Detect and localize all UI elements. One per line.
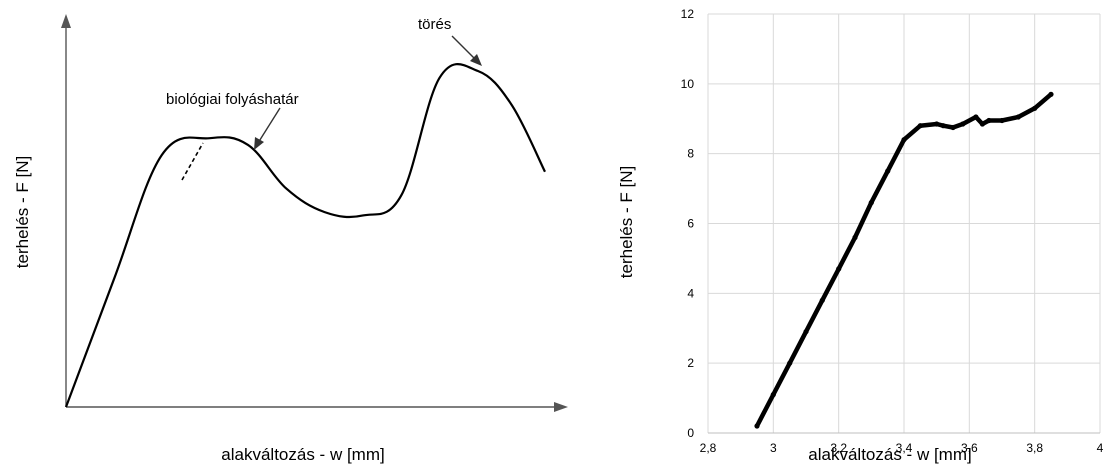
right-data-point xyxy=(803,329,809,335)
right-x-tick-label: 3,2 xyxy=(830,441,847,455)
right-chart: 2,8 3 3,2 3,4 3,6 3,8 4 0 2 4 6 8 10 12 alakváltozás … xyxy=(617,7,1104,464)
annotation-arrow-yield xyxy=(254,107,281,150)
right-data-point xyxy=(973,114,979,120)
right-data-point xyxy=(999,117,1005,124)
right-x-tick-label: 3,6 xyxy=(961,441,978,455)
right-x-tick-label: 3 xyxy=(770,441,777,455)
right-data-point xyxy=(1015,114,1021,120)
tangent-line xyxy=(181,142,204,181)
right-data-point xyxy=(819,297,825,303)
right-y-tick-label: 0 xyxy=(687,426,694,440)
right-data-point xyxy=(1048,91,1054,97)
left-x-axis-title: alakváltozás - w [mm] xyxy=(221,445,384,464)
right-data-point xyxy=(885,168,891,174)
right-data-point xyxy=(787,360,793,366)
right-y-tick-label: 4 xyxy=(687,286,694,300)
right-x-tick-label: 4 xyxy=(1097,441,1104,455)
right-ticks: 2,8 3 3,2 3,4 3,6 3,8 4 0 2 4 6 8 10 12 xyxy=(681,7,1104,455)
right-x-axis-title: alakváltozás - w [mm] xyxy=(808,445,971,464)
right-data-point xyxy=(986,117,992,124)
left-chart: biológiai folyáshatár törés alakváltozás… xyxy=(13,14,568,464)
right-data-point xyxy=(836,266,842,272)
right-data-point xyxy=(852,234,858,241)
right-y-tick-label: 2 xyxy=(687,356,694,370)
right-data-point xyxy=(979,121,986,127)
right-x-tick-label: 3,4 xyxy=(896,441,913,455)
right-x-tick-label: 3,8 xyxy=(1026,441,1043,455)
right-data-point xyxy=(934,121,940,127)
right-data-point xyxy=(950,124,956,131)
right-data-point xyxy=(770,392,776,398)
right-data-point xyxy=(868,200,874,206)
right-series-line xyxy=(754,92,1054,429)
right-y-tick-label: 10 xyxy=(681,77,695,91)
right-y-axis-title: terhelés - F [N] xyxy=(617,166,636,278)
annotation-arrow-break xyxy=(451,35,482,66)
right-y-tick-label: 8 xyxy=(687,147,694,161)
right-grid xyxy=(707,13,1101,434)
annotation-break-point: törés xyxy=(418,16,451,33)
right-y-tick-label: 6 xyxy=(687,217,694,231)
annotation-yield-point: biológiai folyáshatár xyxy=(166,91,299,108)
right-x-tick-label: 2,8 xyxy=(700,441,717,455)
right-y-tick-label: 12 xyxy=(681,7,695,21)
left-y-axis-arrow xyxy=(61,14,71,28)
left-curve xyxy=(64,63,546,408)
right-data-point xyxy=(901,137,907,143)
left-y-axis-title: terhelés - F [N] xyxy=(13,156,32,268)
right-data-point xyxy=(754,423,760,429)
right-data-point xyxy=(917,123,923,129)
right-data-point xyxy=(1032,105,1038,111)
left-x-axis-arrow xyxy=(554,402,568,412)
right-data-point xyxy=(960,121,966,127)
right-data xyxy=(754,91,1054,429)
right-data-point xyxy=(940,123,946,129)
